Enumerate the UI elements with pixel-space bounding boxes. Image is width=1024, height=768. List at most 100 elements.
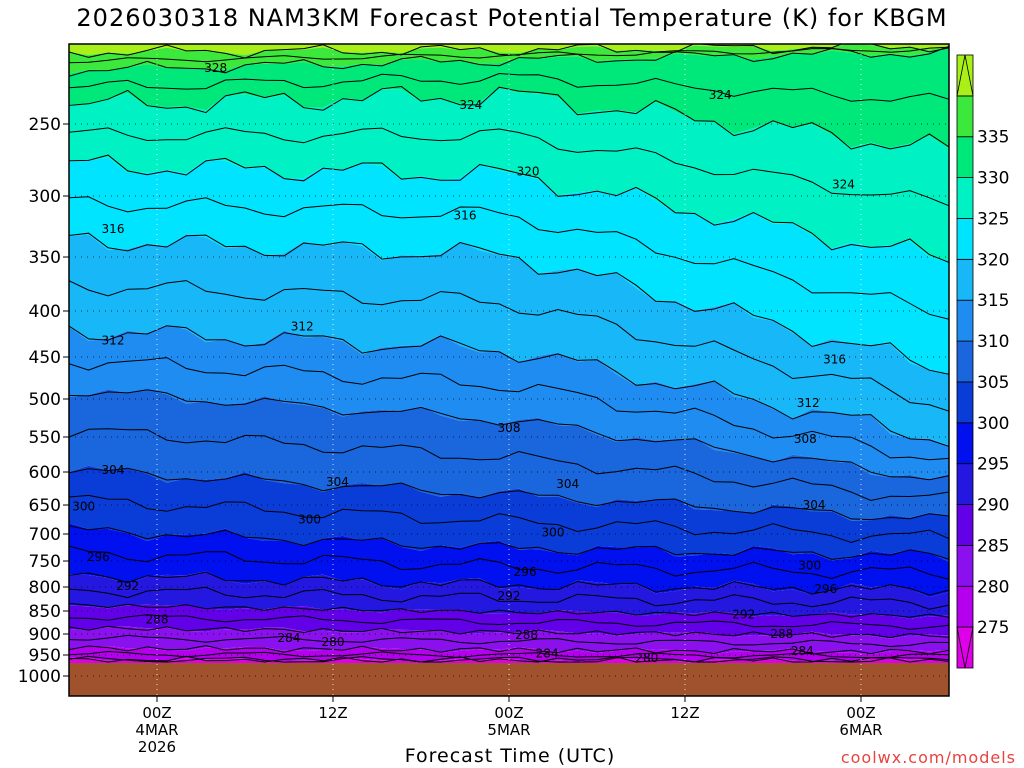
contour-label: 284 <box>536 647 559 661</box>
contour-line <box>69 127 949 207</box>
contour-line <box>69 280 949 412</box>
contour-line <box>69 650 949 659</box>
y-tick-label: 250 <box>29 115 61 135</box>
y-tick-label: 700 <box>29 525 61 545</box>
x-tick-label: 5MAR <box>487 721 530 739</box>
contour-label: 292 <box>498 589 521 603</box>
colorbar-swatch <box>956 218 974 260</box>
colorbar-label: 300 <box>977 414 1009 434</box>
colorbar-label: 330 <box>977 169 1009 189</box>
contour-label: 292 <box>116 579 139 593</box>
contour-label: 316 <box>823 353 846 367</box>
contour-label: 324 <box>832 177 855 191</box>
x-tick-label: 4MAR <box>135 721 178 739</box>
y-tick-label: 600 <box>29 463 61 483</box>
colorbar-label: 315 <box>977 291 1009 311</box>
colorbar-swatch <box>956 136 974 179</box>
y-tick-label: 500 <box>29 390 61 410</box>
temperature-band <box>69 626 949 655</box>
y-tick-label: 550 <box>29 428 61 448</box>
contour-line <box>69 634 949 648</box>
colorbar-label: 335 <box>977 128 1009 148</box>
temperature-band <box>69 87 949 263</box>
y-tick-label: 350 <box>29 248 61 268</box>
temperature-band <box>69 234 949 446</box>
colorbar-swatch <box>956 381 974 424</box>
y-tick-label: 450 <box>29 348 61 368</box>
contour-label: 288 <box>515 628 538 642</box>
colorbar-swatch <box>956 463 974 505</box>
colorbar-label: 310 <box>977 332 1009 352</box>
contour-label: 296 <box>514 565 537 579</box>
contour-line <box>69 389 949 481</box>
contour-label: 324 <box>459 98 482 112</box>
contour-label: 304 <box>102 463 125 477</box>
y-tick-label: 300 <box>29 187 61 207</box>
x-tick-label: 6MAR <box>839 721 882 739</box>
contour-line <box>69 494 949 544</box>
contour-line <box>69 232 949 375</box>
contour-label: 296 <box>87 550 110 564</box>
contour-line <box>69 45 949 77</box>
y-tick-label: 900 <box>29 625 61 645</box>
contour-label: 280 <box>635 651 658 665</box>
x-tick-label: 00Z <box>846 704 875 722</box>
colorbar: 275 280 285 290 295 300 305 310 315 320 325 330 335 <box>956 54 1009 669</box>
x-tick-label: 2026 <box>138 738 176 756</box>
contour-line <box>69 357 949 461</box>
x-tick-label: 12Z <box>670 704 699 722</box>
colorbar-label: 285 <box>977 536 1009 556</box>
colorbar-label: 295 <box>977 455 1009 475</box>
x-tick-label: 12Z <box>318 704 347 722</box>
contour-label: 288 <box>770 627 793 641</box>
colorbar-swatch <box>956 422 974 465</box>
credit-text: coolwx.com/models <box>840 748 1016 767</box>
contour-label: 316 <box>102 222 125 236</box>
colorbar-label: 320 <box>977 250 1009 270</box>
y-tick-label: 800 <box>29 578 61 598</box>
contour-label: 328 <box>204 61 227 75</box>
contour-label: 308 <box>794 432 817 446</box>
contour-label: 324 <box>709 88 732 102</box>
contour-label: 312 <box>797 396 820 410</box>
contour-label: 292 <box>732 608 755 622</box>
colorbar-swatch <box>956 177 974 219</box>
contour-line <box>69 154 949 263</box>
colorbar-swatch <box>956 545 974 587</box>
contour-line <box>69 571 949 596</box>
temperature-band <box>69 157 949 374</box>
colorbar-label: 290 <box>977 496 1009 516</box>
y-tick-label: 650 <box>29 496 61 516</box>
colorbar-label: 275 <box>977 618 1009 638</box>
colorbar-swatch <box>956 95 974 138</box>
temperature-band <box>69 523 949 598</box>
contour-label: 296 <box>814 582 837 596</box>
contour-line <box>69 614 949 630</box>
temperature-band <box>69 44 949 74</box>
colorbar-swatch <box>956 504 974 546</box>
contour-label: 308 <box>498 421 521 435</box>
colorbar-swatch <box>956 299 974 342</box>
colorbar-label: 280 <box>977 577 1009 597</box>
temperature-band <box>69 465 949 562</box>
contour-line <box>69 655 949 663</box>
contour-label: 300 <box>72 500 95 514</box>
y-tick-label: 400 <box>29 302 61 322</box>
y-tick-label: 1000 <box>18 667 61 687</box>
contour-line <box>69 467 949 521</box>
contour-label: 304 <box>326 475 349 489</box>
contour-label: 304 <box>556 477 579 491</box>
x-tick-label: 00Z <box>142 704 171 722</box>
contour-line <box>69 325 949 447</box>
contour-label: 300 <box>798 559 821 573</box>
colorbar-swatch <box>956 585 974 628</box>
x-tick-label: 00Z <box>494 704 523 722</box>
contour-line <box>69 428 949 502</box>
x-axis-title: Forecast Time (UTC) <box>404 745 616 767</box>
colorbar-label: 305 <box>977 373 1009 393</box>
contour-line <box>69 625 949 639</box>
contour-label: 320 <box>517 165 540 179</box>
colorbar-label: 325 <box>977 209 1009 229</box>
